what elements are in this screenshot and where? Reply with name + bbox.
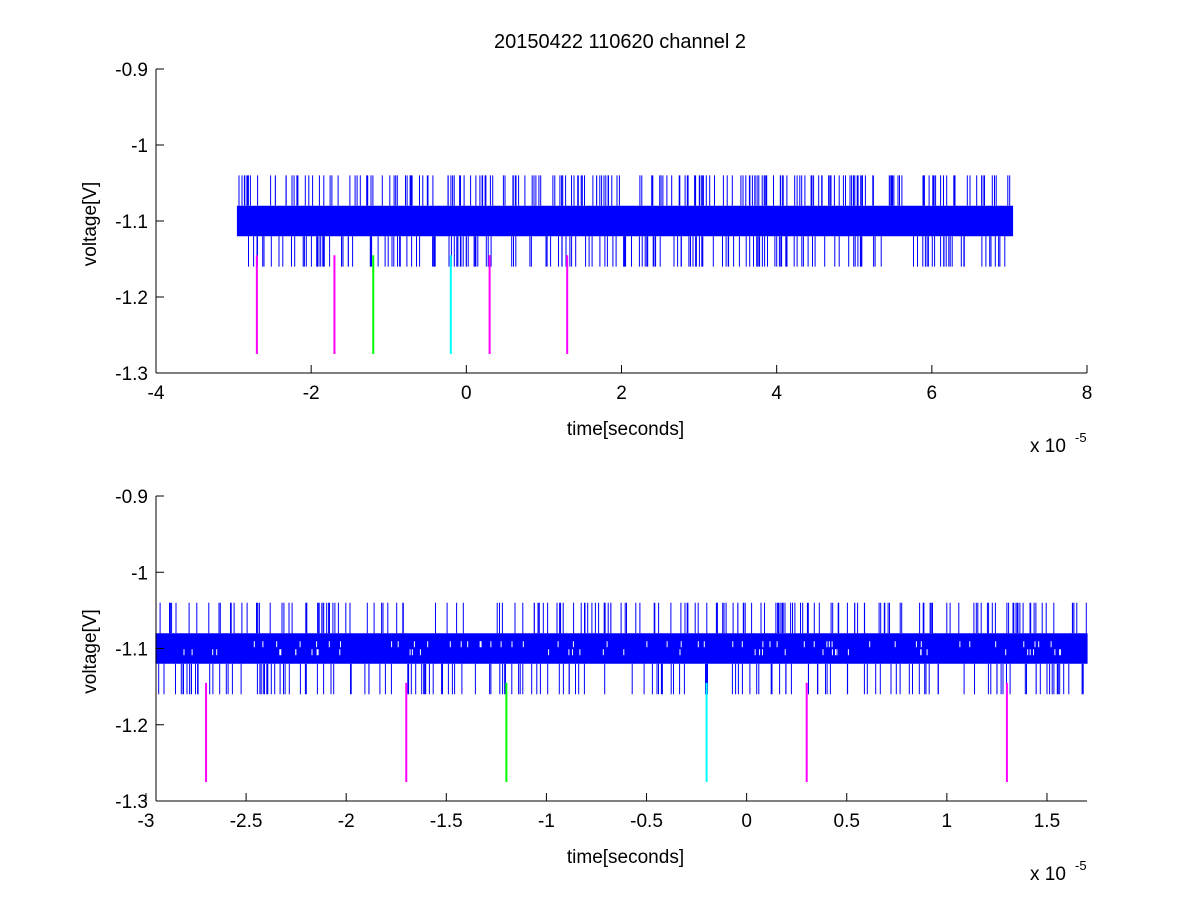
y-tick-label: -0.9	[115, 487, 148, 508]
x-tick-label: -2	[303, 383, 320, 404]
x-tick-label: 1.5	[1034, 811, 1060, 832]
x-axis-label: time[seconds]	[567, 419, 684, 440]
y-tick-label: -0.9	[115, 60, 148, 81]
x-exponent-value: -5	[1075, 430, 1087, 445]
upper-plot: -4 -2 0 2 4 6 8 -0.9 -1 -1.1 -1.2 -1.3 time[seconds]…	[80, 60, 1092, 457]
signal-band	[155, 633, 1088, 664]
x-tick-label: 6	[927, 383, 938, 404]
signal-spikes	[158, 602, 1087, 695]
x-tick-label: -2.5	[230, 811, 263, 832]
x-tick-label: -0.5	[630, 811, 663, 832]
y-tick-label: -1.1	[115, 212, 148, 233]
x-exponent-value: -5	[1075, 858, 1087, 873]
x-axis-label: time[seconds]	[567, 847, 684, 868]
chart-title: 20150422 110620 channel 2	[494, 31, 746, 53]
x-tick-label: 0	[741, 811, 752, 832]
x-tick-label: 8	[1082, 383, 1093, 404]
lower-plot: -3 -2.5 -2 -1.5 -1 -0.5 0 0.5 1 1.5 -0.9 -1 -1.1 -1.2…	[80, 487, 1088, 885]
x-tick-label: -4	[148, 383, 165, 404]
x-tick-label: -2	[338, 811, 355, 832]
x-tick-label: 1	[942, 811, 953, 832]
y-tick-label: -1.2	[115, 288, 148, 309]
y-tick-label: -1.2	[115, 716, 148, 737]
y-axis-label: voltage[V]	[80, 609, 101, 694]
x-tick-label: -1.5	[430, 811, 463, 832]
y-tick-label: -1.3	[115, 792, 148, 813]
x-tick-label: 4	[771, 383, 782, 404]
y-tick-label: -1	[131, 136, 148, 157]
x-tick-label: -1	[538, 811, 555, 832]
signal-band	[236, 205, 1014, 237]
x-tick-label: 2	[616, 383, 627, 404]
x-tick-label: 0.5	[834, 811, 860, 832]
x-tick-label: -3	[138, 811, 155, 832]
y-tick-label: -1	[131, 563, 148, 584]
x-tick-label: 0	[461, 383, 472, 404]
signal-trace	[236, 175, 1014, 267]
y-tick-label: -1.1	[115, 640, 148, 661]
signal-spikes	[238, 175, 1011, 267]
y-axis-label: voltage[V]	[80, 182, 101, 267]
x-exponent-label: x 10	[1030, 864, 1066, 885]
y-tick-label: -1.3	[115, 364, 148, 385]
x-exponent-label: x 10	[1030, 436, 1066, 457]
signal-gaps	[183, 641, 1061, 656]
